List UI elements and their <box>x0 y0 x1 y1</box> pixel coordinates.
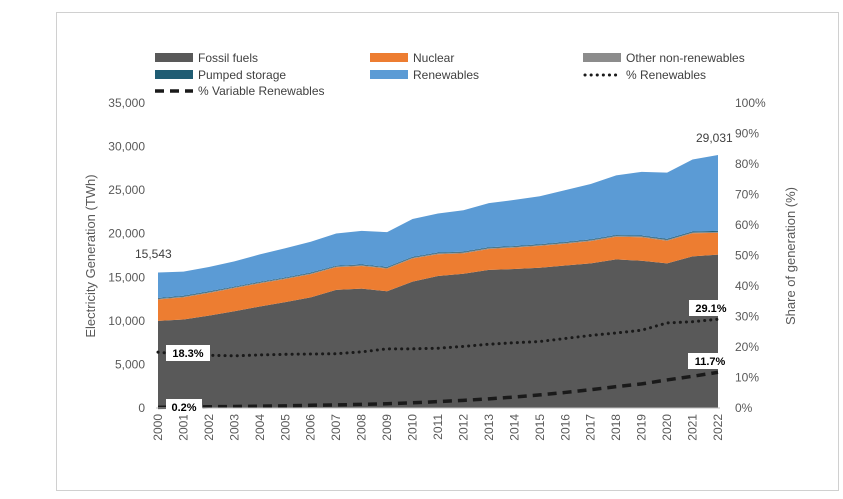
x-tick-label: 2016 <box>558 414 572 441</box>
legend: Fossil fuels Nuclear Other non-renewables P… <box>155 51 745 98</box>
left-axis-title: Electricity Generation (TWh) <box>83 174 98 337</box>
legend-item-pct-variable-renewables: % Variable Renewables <box>155 84 325 98</box>
x-tick-label: 2001 <box>176 414 190 441</box>
area-fossil-fuels <box>158 254 718 408</box>
renewables-end-label-box <box>689 300 733 316</box>
left-tick-label: 15,000 <box>108 270 145 284</box>
x-tick-label: 2003 <box>227 414 241 441</box>
legend-label: % Variable Renewables <box>198 84 325 98</box>
line-pct-variable-renewables <box>157 370 719 410</box>
variable-renewables-end-label: 11.7% <box>688 353 732 369</box>
percentage-lines <box>156 317 720 410</box>
left-tick-label: 5,000 <box>115 357 145 371</box>
right-tick-label: 80% <box>735 157 759 171</box>
x-tick-label: 2019 <box>635 414 649 441</box>
right-tick-label: 0% <box>735 401 753 415</box>
start-total-label: 15,543 <box>135 247 172 261</box>
x-tick-label: 2020 <box>660 414 674 441</box>
x-tick-label: 2015 <box>533 414 547 441</box>
renewables-start-label: 18.3% <box>166 345 210 361</box>
legend-label: Renewables <box>413 68 479 82</box>
left-tick-label: 30,000 <box>108 140 145 154</box>
x-tick-label: 2011 <box>431 414 445 440</box>
legend-item-nuclear: Nuclear <box>370 51 454 65</box>
right-tick-label: 90% <box>735 127 759 141</box>
annotations: 15,543 29,031 18.3% 29.1% 0.2% 11.7% <box>135 131 733 415</box>
x-tick-label: 2009 <box>380 414 394 441</box>
legend-item-other-non-renewables: Other non-renewables <box>583 51 745 65</box>
right-tick-label: 60% <box>735 218 759 232</box>
right-tick-label: 50% <box>735 249 759 263</box>
renewables-end-label-text: 29.1% <box>695 303 726 315</box>
left-tick-label: 35,000 <box>108 96 145 110</box>
variable-renewables-start-label: 0.2% <box>166 399 202 415</box>
legend-label: Fossil fuels <box>198 51 258 65</box>
x-tick-label: 2002 <box>202 414 216 441</box>
right-tick-label: 100% <box>735 96 766 110</box>
variable-renewables-end-label-text: 11.7% <box>695 356 726 368</box>
x-tick-label: 2000 <box>151 414 165 441</box>
chart-frame <box>56 12 839 491</box>
legend-swatch <box>583 53 621 62</box>
left-tick-label: 25,000 <box>108 183 145 197</box>
legend-item-pct-renewables: % Renewables <box>583 68 706 82</box>
legend-item-renewables: Renewables <box>370 68 479 82</box>
left-tick-label: 0 <box>138 401 145 415</box>
right-tick-label: 30% <box>735 310 759 324</box>
x-tick-label: 2010 <box>406 414 420 441</box>
legend-item-pumped-storage: Pumped storage <box>155 68 286 82</box>
variable-renewables-end-label-box <box>688 353 732 369</box>
renewables-start-label-box <box>166 345 210 361</box>
legend-swatch <box>370 53 408 62</box>
stacked-areas <box>158 155 718 408</box>
x-tick-label: 2007 <box>329 414 343 441</box>
legend-label: Nuclear <box>413 51 454 65</box>
area-renewables <box>158 155 718 298</box>
right-tick-label: 40% <box>735 279 759 293</box>
legend-label: % Renewables <box>626 68 706 82</box>
legend-swatch <box>155 70 193 79</box>
right-tick-label: 70% <box>735 188 759 202</box>
variable-renewables-start-label-box <box>166 399 202 415</box>
renewables-end-label: 29.1% <box>689 300 733 316</box>
x-tick-label: 2005 <box>278 414 292 441</box>
right-axis-title: Share of generation (%) <box>783 187 798 325</box>
left-tick-label: 20,000 <box>108 227 145 241</box>
renewables-start-label-text: 18.3% <box>172 348 203 360</box>
x-tick-label: 2018 <box>609 414 623 441</box>
x-tick-label: 2017 <box>584 414 598 441</box>
x-tick-label: 2008 <box>355 414 369 441</box>
x-tick-label: 2014 <box>507 414 521 441</box>
end-total-label: 29,031 <box>696 131 733 145</box>
right-tick-label: 10% <box>735 371 759 385</box>
legend-swatch <box>155 53 193 62</box>
legend-item-fossil-fuels: Fossil fuels <box>155 51 258 65</box>
x-tick-label: 2004 <box>253 414 267 441</box>
x-tick-label: 2013 <box>482 414 496 441</box>
axes: 0 5,000 10,000 15,000 20,000 25,000 30,000 35,0… <box>83 96 798 441</box>
legend-label: Other non-renewables <box>626 51 745 65</box>
x-tick-label: 2021 <box>686 414 700 441</box>
legend-label: Pumped storage <box>198 68 286 82</box>
variable-renewables-start-label-text: 0.2% <box>171 402 196 414</box>
legend-swatch <box>370 70 408 79</box>
x-tick-label: 2006 <box>304 414 318 441</box>
left-tick-label: 10,000 <box>108 314 145 328</box>
area-nuclear <box>158 232 718 321</box>
line-pct-renewables <box>156 317 720 358</box>
x-tick-label: 2012 <box>456 414 470 441</box>
x-tick-label: 2022 <box>711 414 725 441</box>
right-tick-label: 20% <box>735 340 759 354</box>
